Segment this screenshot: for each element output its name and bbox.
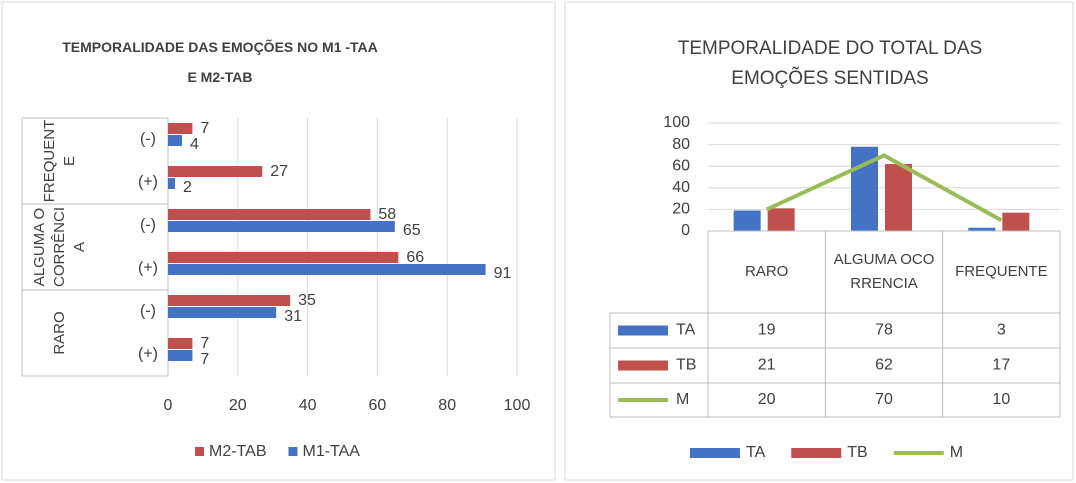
- table-series-label: TB: [676, 357, 696, 374]
- bar: [168, 264, 486, 275]
- data-label: 7: [200, 335, 209, 352]
- y-tick-label: (+): [138, 174, 158, 191]
- bar: [168, 338, 193, 349]
- category-label: ALGUMA OCORRENCIA: [833, 251, 935, 292]
- bar: [168, 178, 175, 189]
- data-label: 65: [403, 222, 421, 239]
- x-tick-label: 80: [438, 397, 456, 414]
- legend-label: TA: [746, 444, 766, 461]
- table-value: 10: [992, 391, 1010, 408]
- panel: [564, 1, 1074, 481]
- bar: [1002, 212, 1030, 231]
- x-tick-label: 60: [369, 397, 387, 414]
- data-label: 7: [200, 351, 209, 368]
- data-label: 27: [270, 163, 288, 180]
- group-label: ALGUMA OCORRÊNCIA: [31, 207, 88, 288]
- bar: [885, 164, 912, 231]
- bar: [168, 350, 193, 361]
- chart-title: TEMPORALIDADE DAS EMOÇÕES NO M1 -TAA E M…: [62, 39, 378, 85]
- table-value: 70: [875, 391, 893, 408]
- y-tick-label: (+): [138, 346, 158, 363]
- table-value: 19: [758, 322, 776, 339]
- chart-title: TEMPORALIDADE DO TOTAL DAS EMOÇÕES SENTI…: [677, 38, 983, 89]
- group-label: FREQUENTE: [41, 119, 78, 203]
- data-label: 7: [200, 120, 209, 137]
- x-tick-label: 20: [229, 397, 247, 414]
- legend-swatch: [195, 447, 204, 456]
- category-label: FREQUENTE: [955, 263, 1048, 280]
- y-tick-label: 40: [672, 179, 690, 196]
- bar: [168, 209, 371, 220]
- y-tick-label: (-): [140, 217, 156, 234]
- bar: [168, 166, 263, 177]
- legend-swatch: [690, 448, 740, 458]
- table-value: 78: [875, 322, 893, 339]
- bar: [168, 307, 277, 318]
- data-label: 66: [406, 249, 424, 266]
- bar: [733, 210, 761, 231]
- table-value: 21: [758, 357, 776, 374]
- data-label: 2: [183, 179, 192, 196]
- y-tick-label: 20: [672, 201, 690, 218]
- bar: [767, 208, 795, 231]
- x-tick-label: 40: [299, 397, 317, 414]
- x-tick-label: 0: [164, 397, 173, 414]
- category-label: RARO: [744, 263, 789, 280]
- y-tick-label: (+): [138, 260, 158, 277]
- table-value: 17: [992, 357, 1010, 374]
- data-label: 35: [298, 292, 316, 309]
- bar: [168, 221, 395, 232]
- legend-label: TB: [847, 444, 867, 461]
- y-tick-label: 80: [672, 136, 690, 153]
- table-series-label: TA: [676, 322, 696, 339]
- bar: [168, 123, 193, 134]
- legend-swatch: [618, 325, 668, 336]
- group-label: RARO: [51, 311, 68, 355]
- legend-label: M1-TAA: [302, 443, 360, 460]
- legend-label: M: [950, 444, 963, 461]
- data-label: 58: [378, 206, 396, 223]
- bar: [168, 295, 291, 306]
- y-tick-label: (-): [140, 303, 156, 320]
- data-label: 31: [284, 308, 302, 325]
- table-series-label: M: [676, 391, 689, 408]
- y-tick-label: 0: [681, 222, 690, 239]
- panel: [1, 1, 556, 481]
- bar: [168, 252, 399, 263]
- y-tick-label: 100: [663, 114, 690, 131]
- legend-swatch: [791, 448, 842, 458]
- table-value: 3: [997, 322, 1006, 339]
- y-tick-label: (-): [140, 131, 156, 148]
- legend-swatch: [288, 447, 298, 456]
- x-tick-label: 100: [504, 397, 531, 414]
- table-value: 62: [875, 357, 893, 374]
- data-label: 4: [190, 136, 199, 153]
- line: [765, 153, 1003, 222]
- table-value: 20: [758, 391, 776, 408]
- data-label: 91: [494, 265, 512, 282]
- legend-label: M2-TAB: [209, 443, 266, 460]
- y-tick-label: 60: [672, 157, 690, 174]
- legend-swatch: [618, 360, 668, 371]
- bar: [168, 135, 182, 146]
- bar: [968, 227, 996, 231]
